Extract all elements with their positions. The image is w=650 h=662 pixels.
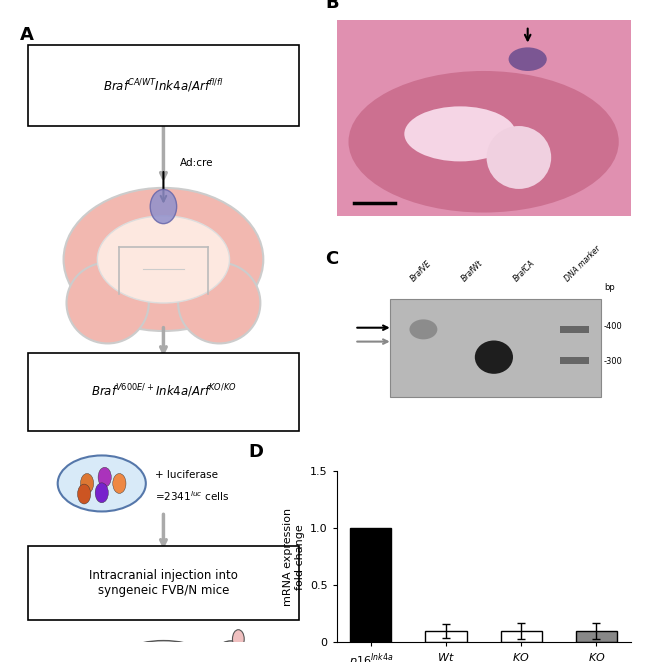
- Text: + luciferase: + luciferase: [155, 471, 218, 481]
- Ellipse shape: [98, 467, 111, 487]
- Ellipse shape: [474, 340, 513, 374]
- Ellipse shape: [108, 641, 219, 662]
- Ellipse shape: [112, 473, 126, 493]
- Text: =2341$^{luc}$ cells: =2341$^{luc}$ cells: [155, 489, 229, 503]
- Text: bp: bp: [604, 283, 615, 293]
- Ellipse shape: [211, 641, 252, 662]
- Text: A: A: [20, 26, 33, 44]
- Text: -300: -300: [604, 357, 623, 366]
- Text: DNA marker: DNA marker: [563, 244, 603, 284]
- Text: BrafCA: BrafCA: [512, 259, 536, 284]
- Ellipse shape: [150, 189, 177, 224]
- Text: $\it{Braf}$$^{CA/WT}$$\it{Ink4a/Arf}$$^{fl/fl}$: $\it{Braf}$$^{CA/WT}$$\it{Ink4a/Arf}$$^{…: [103, 77, 224, 93]
- Text: C: C: [325, 250, 338, 268]
- Text: BrafWt: BrafWt: [460, 259, 485, 284]
- Ellipse shape: [178, 263, 261, 344]
- Ellipse shape: [348, 71, 619, 213]
- Ellipse shape: [487, 126, 551, 189]
- Text: Ad:cre: Ad:cre: [179, 158, 213, 168]
- Ellipse shape: [410, 319, 437, 340]
- Ellipse shape: [233, 630, 244, 648]
- Ellipse shape: [98, 216, 229, 303]
- Y-axis label: mRNA expression
fold change: mRNA expression fold change: [283, 508, 305, 606]
- Bar: [350, 528, 391, 642]
- Bar: [389, 299, 601, 397]
- Ellipse shape: [64, 188, 263, 331]
- Ellipse shape: [404, 107, 516, 162]
- Ellipse shape: [508, 48, 547, 71]
- Text: $\it{Braf}$$^{V600E/+}$$\it{Ink4a/Arf}$$^{KO/KO}$: $\it{Braf}$$^{V600E/+}$$\it{Ink4a/Arf}$$…: [90, 383, 237, 400]
- Text: Intracranial injection into
syngeneic FVB/N mice: Intracranial injection into syngeneic FV…: [89, 569, 238, 597]
- FancyBboxPatch shape: [29, 45, 298, 126]
- Ellipse shape: [66, 263, 149, 344]
- Text: BrafVE: BrafVE: [409, 260, 434, 284]
- Ellipse shape: [58, 455, 146, 512]
- Ellipse shape: [81, 473, 94, 493]
- Text: D: D: [248, 443, 264, 461]
- Bar: [560, 326, 590, 333]
- Text: -400: -400: [604, 322, 623, 332]
- Text: B: B: [325, 0, 339, 12]
- FancyBboxPatch shape: [29, 545, 298, 620]
- Ellipse shape: [240, 659, 242, 662]
- Bar: [500, 631, 542, 642]
- Bar: [425, 631, 467, 642]
- Bar: [560, 357, 590, 364]
- Bar: [576, 631, 617, 642]
- Ellipse shape: [77, 484, 91, 504]
- FancyBboxPatch shape: [29, 353, 298, 430]
- Ellipse shape: [95, 483, 109, 502]
